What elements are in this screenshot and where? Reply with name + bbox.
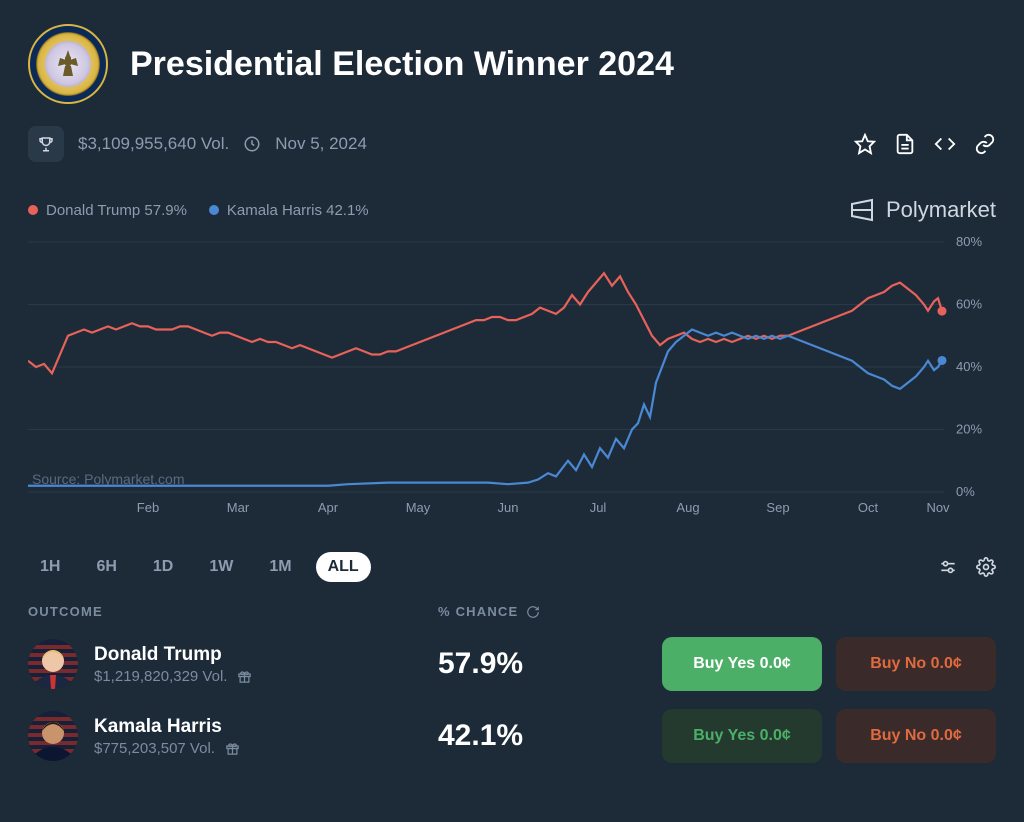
- star-icon: [854, 133, 876, 155]
- code-icon: [934, 133, 956, 155]
- candidate-chance: 42.1%: [438, 719, 638, 753]
- svg-text:Apr: Apr: [318, 500, 339, 515]
- buy-yes-button[interactable]: Buy Yes 0.0¢: [662, 637, 822, 691]
- range-button-1m[interactable]: 1M: [257, 552, 303, 582]
- legend-item-trump[interactable]: Donald Trump 57.9%: [28, 202, 187, 219]
- outcome-row: Donald Trump $1,219,820,329 Vol. 57.9% Buy …: [28, 637, 996, 691]
- buy-yes-button[interactable]: Buy Yes 0.0¢: [662, 709, 822, 763]
- market-title: Presidential Election Winner 2024: [130, 45, 674, 84]
- time-range-selector: 1H 6H 1D 1W 1M ALL: [28, 552, 371, 582]
- polymarket-logo-icon: [848, 196, 876, 224]
- outcome-row: Kamala Harris $775,203,507 Vol. 42.1% Buy Y…: [28, 709, 996, 763]
- candidate-name: Donald Trump: [94, 644, 252, 666]
- legend-dot-blue: [209, 205, 219, 215]
- range-button-1w[interactable]: 1W: [197, 552, 245, 582]
- svg-text:Jun: Jun: [498, 500, 519, 515]
- svg-text:20%: 20%: [956, 422, 982, 437]
- market-date: Nov 5, 2024: [275, 134, 367, 154]
- document-button[interactable]: [894, 133, 916, 155]
- clock-icon: [243, 135, 261, 153]
- chart-settings-button[interactable]: [938, 557, 958, 577]
- candidate-chance: 57.9%: [438, 647, 638, 681]
- legend-dot-red: [28, 205, 38, 215]
- svg-text:Sep: Sep: [766, 500, 789, 515]
- svg-text:May: May: [406, 500, 431, 515]
- link-icon: [974, 133, 996, 155]
- svg-text:Oct: Oct: [858, 500, 879, 515]
- buy-no-button[interactable]: Buy No 0.0¢: [836, 637, 996, 691]
- price-chart[interactable]: 0% 20% 40% 60% 80% Source: Polymarket.com Feb M…: [28, 232, 996, 542]
- favorite-button[interactable]: [854, 133, 876, 155]
- candidate-volume: $775,203,507 Vol.: [94, 740, 215, 757]
- svg-text:40%: 40%: [956, 359, 982, 374]
- svg-text:0%: 0%: [956, 484, 975, 499]
- svg-text:Nov: Nov: [926, 500, 950, 515]
- market-volume: $3,109,955,640 Vol.: [78, 134, 229, 154]
- range-button-all[interactable]: ALL: [316, 552, 371, 582]
- column-header-chance: % CHANCE: [438, 604, 518, 619]
- gift-icon: [237, 669, 252, 684]
- column-header-outcome: OUTCOME: [28, 604, 438, 619]
- candidate-volume: $1,219,820,329 Vol.: [94, 668, 227, 685]
- embed-button[interactable]: [934, 133, 956, 155]
- range-button-6h[interactable]: 6H: [84, 552, 128, 582]
- candidate-avatar: [28, 639, 78, 689]
- chart-gear-button[interactable]: [976, 557, 996, 577]
- svg-text:Jul: Jul: [590, 500, 607, 515]
- outcomes-list: Donald Trump $1,219,820,329 Vol. 57.9% Buy …: [28, 637, 996, 763]
- candidate-name: Kamala Harris: [94, 716, 240, 738]
- svg-text:Feb: Feb: [137, 500, 159, 515]
- svg-text:Source: Polymarket.com: Source: Polymarket.com: [32, 471, 185, 487]
- brand-name: Polymarket: [886, 197, 996, 223]
- range-button-1h[interactable]: 1H: [28, 552, 72, 582]
- svg-text:Aug: Aug: [676, 500, 699, 515]
- svg-text:Mar: Mar: [227, 500, 250, 515]
- document-icon: [894, 133, 916, 155]
- polymarket-brand: Polymarket: [848, 196, 996, 224]
- trophy-badge[interactable]: [28, 126, 64, 162]
- buy-no-button[interactable]: Buy No 0.0¢: [836, 709, 996, 763]
- range-button-1d[interactable]: 1D: [141, 552, 185, 582]
- gear-icon: [976, 557, 996, 577]
- market-seal-icon: [28, 24, 108, 104]
- refresh-icon[interactable]: [526, 605, 540, 619]
- legend-item-harris[interactable]: Kamala Harris 42.1%: [209, 202, 369, 219]
- svg-text:80%: 80%: [956, 234, 982, 249]
- svg-text:60%: 60%: [956, 297, 982, 312]
- trophy-icon: [37, 135, 55, 153]
- gift-icon: [225, 741, 240, 756]
- legend-label: Donald Trump 57.9%: [46, 202, 187, 219]
- legend-label: Kamala Harris 42.1%: [227, 202, 369, 219]
- candidate-avatar: [28, 711, 78, 761]
- sliders-icon: [938, 557, 958, 577]
- link-button[interactable]: [974, 133, 996, 155]
